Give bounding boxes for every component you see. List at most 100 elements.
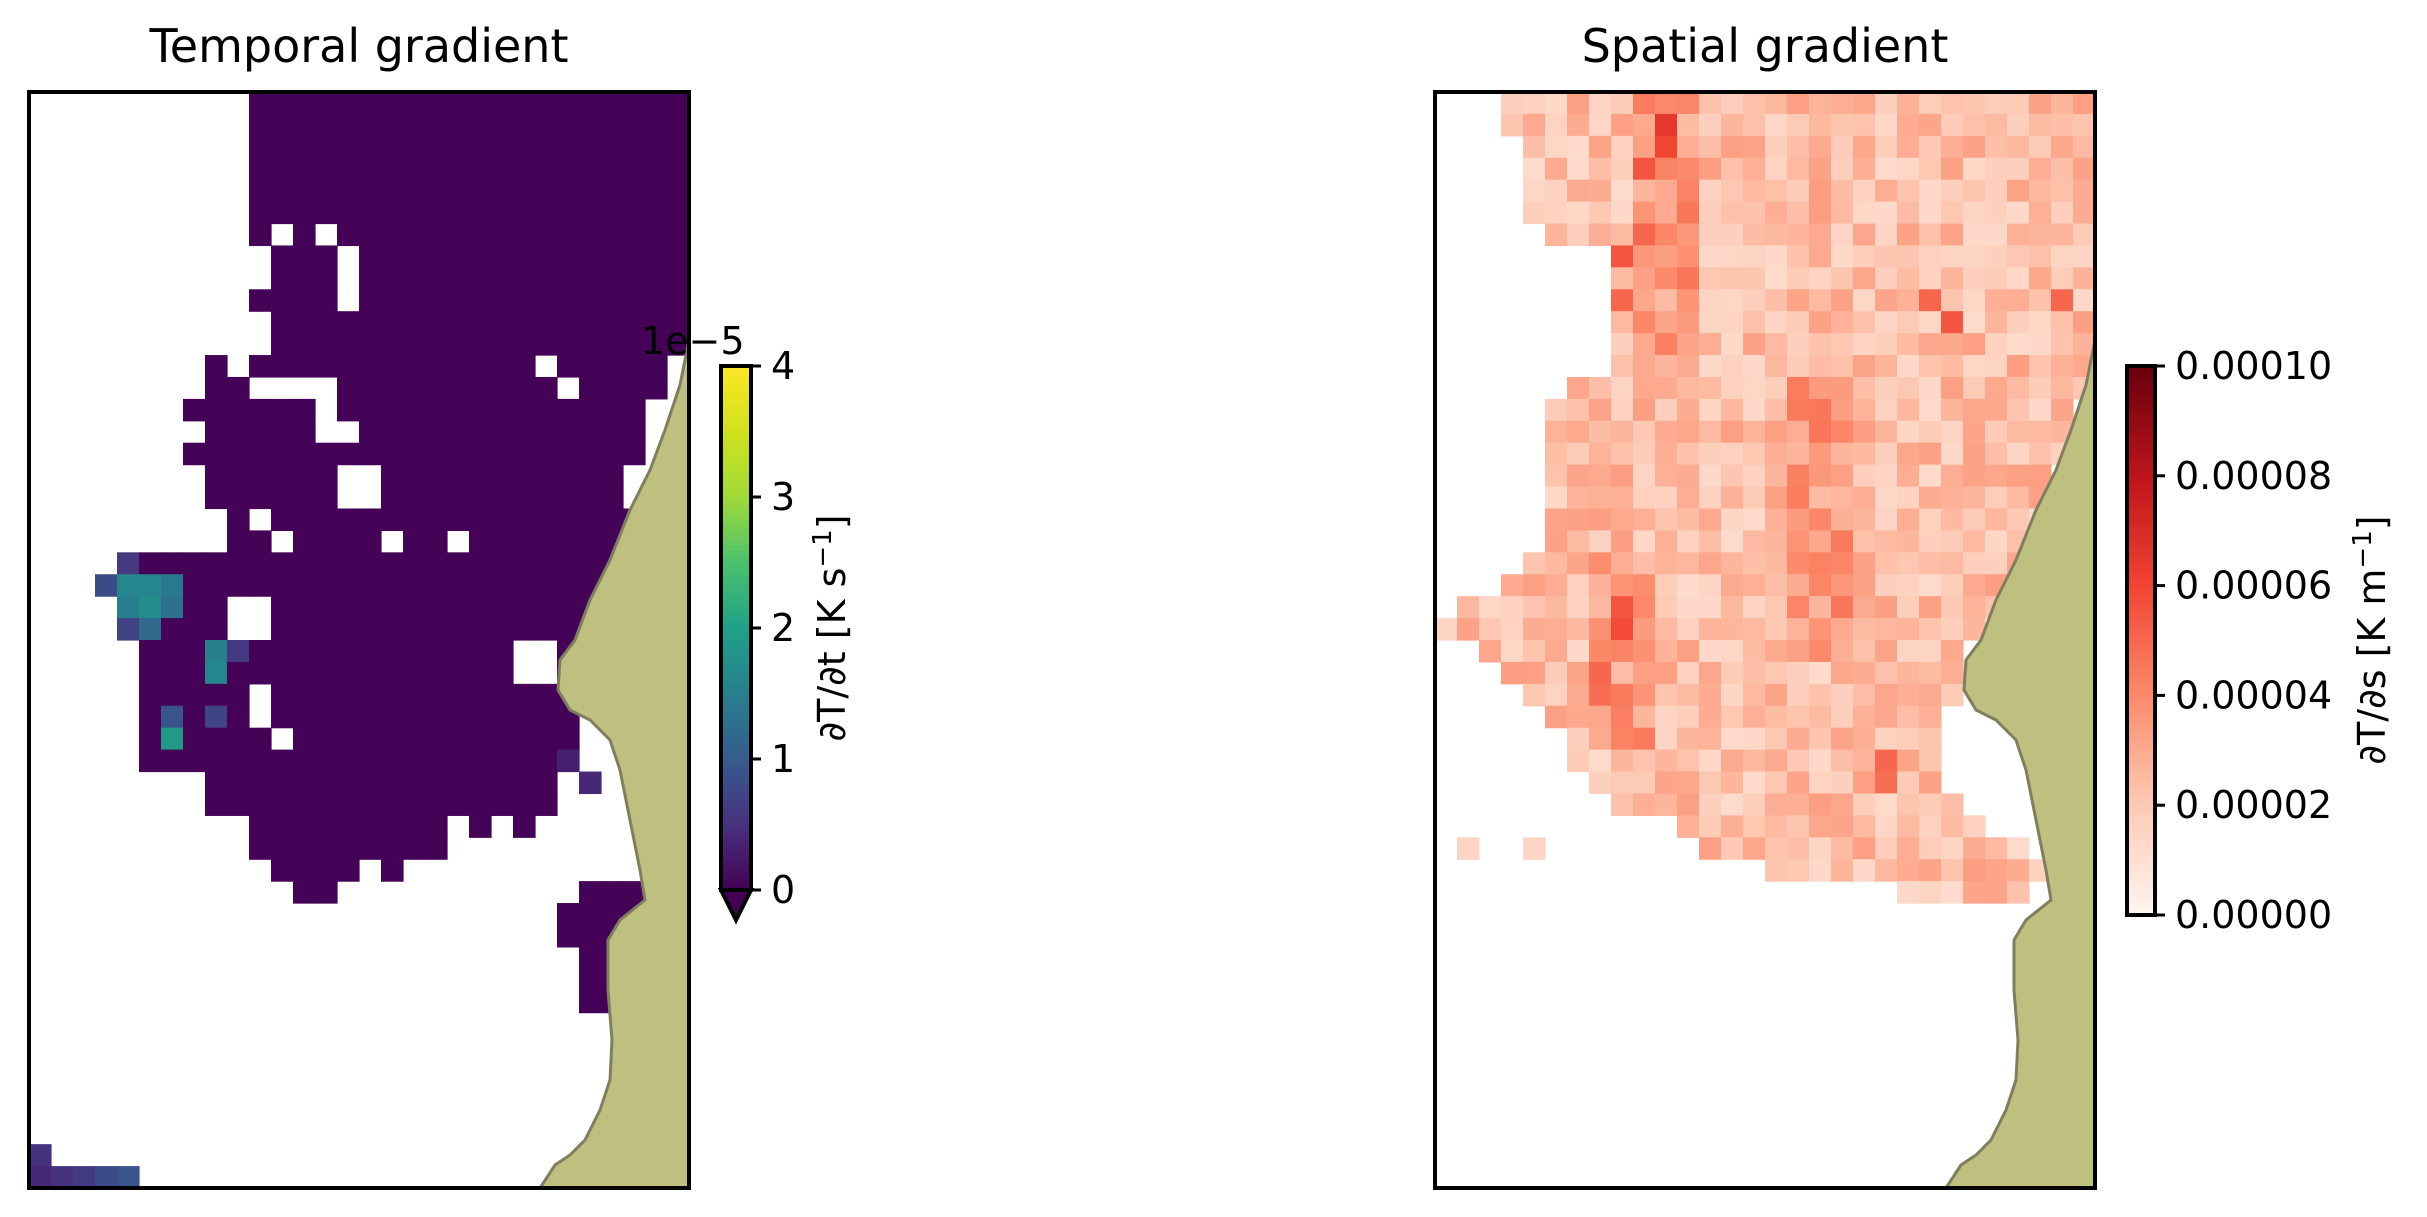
spatial-cell	[2029, 333, 2052, 356]
spatial-cell	[1699, 683, 1722, 707]
spatial-cell	[1677, 398, 1700, 422]
spatial-cell	[1743, 92, 1766, 115]
spatial-cell	[1941, 201, 1964, 225]
spatial-cell	[1875, 727, 1898, 751]
temporal-cell	[359, 618, 382, 641]
temporal-cell	[667, 311, 689, 334]
spatial-cell	[1545, 223, 1568, 247]
temporal-colorbar-tick-label: 0	[771, 868, 795, 912]
temporal-cell	[535, 596, 558, 619]
spatial-cell	[1589, 92, 1612, 115]
temporal-cell	[271, 157, 294, 181]
temporal-cell	[469, 552, 492, 575]
temporal-cell	[117, 618, 140, 641]
spatial-cell	[1831, 267, 1854, 290]
spatial-cell	[1875, 245, 1898, 268]
temporal-cell	[293, 683, 316, 707]
spatial-cell	[1831, 640, 1854, 663]
temporal-cell	[447, 749, 470, 773]
spatial-cell	[1787, 420, 1810, 444]
spatial-cell	[1611, 355, 1634, 378]
temporal-cell	[381, 267, 404, 290]
spatial-cell	[1699, 727, 1722, 751]
spatial-cell	[1611, 113, 1634, 137]
spatial-cell	[1699, 596, 1722, 619]
temporal-cell	[513, 464, 536, 488]
temporal-cell	[535, 464, 558, 488]
spatial-cell	[1853, 267, 1876, 290]
spatial-cell	[1677, 574, 1700, 597]
temporal-cell	[293, 552, 316, 575]
temporal-cell	[513, 815, 536, 838]
spatial-cell	[1809, 135, 1832, 159]
temporal-cell	[579, 530, 602, 553]
temporal-cell	[271, 355, 294, 378]
spatial-cell	[2051, 376, 2074, 400]
spatial-cell	[1941, 661, 1964, 685]
spatial-cell	[1809, 179, 1832, 203]
temporal-cell	[623, 420, 646, 444]
spatial-cell	[1787, 508, 1810, 531]
spatial-cell	[1765, 574, 1788, 597]
temporal-cell	[425, 376, 448, 400]
spatial-cell	[1787, 464, 1810, 488]
temporal-cell	[337, 113, 360, 137]
temporal-cell	[557, 464, 580, 488]
temporal-cell	[601, 398, 624, 422]
temporal-cell	[513, 574, 536, 597]
temporal-cell	[447, 157, 470, 181]
temporal-cell	[535, 771, 558, 795]
spatial-cell	[1721, 113, 1744, 137]
spatial-cell	[1897, 267, 1920, 290]
spatial-cell	[2007, 267, 2030, 290]
spatial-cell	[1633, 574, 1656, 597]
spatial-cell	[1633, 311, 1656, 334]
spatial-cell	[1523, 135, 1546, 159]
temporal-cell	[95, 1166, 118, 1188]
spatial-cell	[2073, 333, 2095, 356]
temporal-cell	[447, 355, 470, 378]
temporal-cell	[425, 837, 448, 860]
spatial-cell	[1853, 771, 1876, 795]
spatial-cell	[1985, 92, 2008, 115]
spatial-cell	[1589, 661, 1612, 685]
temporal-cell	[447, 245, 470, 268]
spatial-cell	[1655, 640, 1678, 663]
temporal-cell	[359, 420, 382, 444]
spatial-cell	[1677, 464, 1700, 488]
spatial-cell	[1501, 618, 1524, 641]
spatial-cell	[1963, 201, 1986, 225]
temporal-cell	[139, 596, 162, 619]
temporal-cell	[491, 442, 514, 466]
temporal-cell	[293, 398, 316, 422]
spatial-cell	[1545, 113, 1568, 137]
temporal-cell	[337, 771, 360, 795]
temporal-cell	[183, 398, 206, 422]
temporal-cell	[513, 596, 536, 619]
spatial-cell	[1853, 596, 1876, 619]
temporal-cell	[579, 201, 602, 225]
temporal-cell	[249, 135, 272, 159]
spatial-cell	[1787, 355, 1810, 378]
spatial-cell	[1897, 223, 1920, 247]
spatial-cell	[1633, 157, 1656, 181]
spatial-cell	[1589, 113, 1612, 137]
temporal-cell	[579, 420, 602, 444]
temporal-colorbar-tick-label: 1	[771, 737, 795, 781]
spatial-cell	[2029, 92, 2052, 115]
temporal-cell	[139, 661, 162, 685]
temporal-cell	[601, 442, 624, 466]
temporal-cell	[403, 333, 426, 356]
temporal-cell	[601, 179, 624, 203]
spatial-cell	[2007, 135, 2030, 159]
spatial-cell	[1963, 135, 1986, 159]
temporal-cell	[315, 355, 338, 378]
spatial-cell	[2007, 508, 2030, 531]
spatial-cell	[1743, 837, 1766, 860]
temporal-cell	[337, 859, 360, 882]
spatial-cell	[1523, 157, 1546, 181]
temporal-cell	[469, 355, 492, 378]
temporal-cell	[579, 179, 602, 203]
temporal-cell	[359, 92, 382, 115]
spatial-cell	[1699, 135, 1722, 159]
